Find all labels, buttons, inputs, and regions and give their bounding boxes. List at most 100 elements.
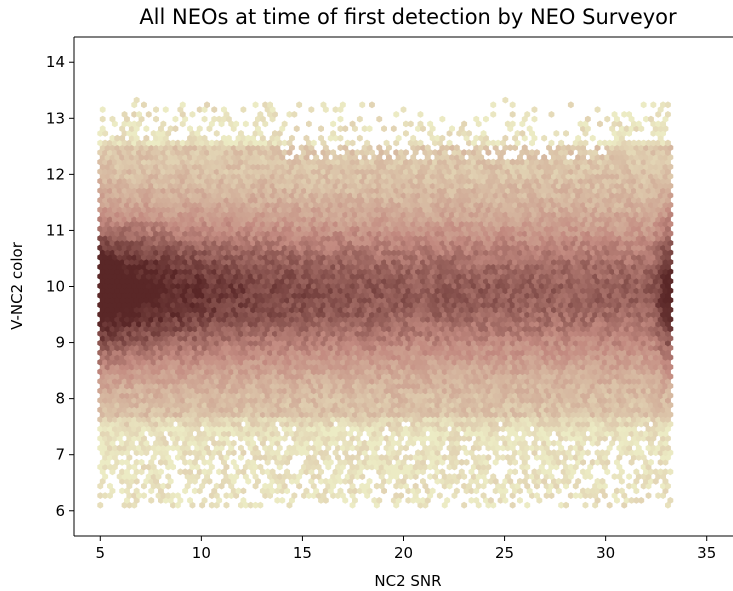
hexbin-cell xyxy=(182,401,189,409)
hexbin-cell xyxy=(272,349,278,357)
hexbin-cell xyxy=(378,406,385,414)
hexbin-cell xyxy=(429,411,436,418)
hexbin-cell xyxy=(660,454,666,461)
hexbin-cell xyxy=(495,377,501,385)
hexbin-cell xyxy=(492,411,499,418)
hexbin-cell xyxy=(555,420,562,428)
hexbin-cell xyxy=(126,444,133,452)
hexbin-cell xyxy=(621,425,628,433)
hexbin-cell xyxy=(335,396,341,404)
hexbin-cell xyxy=(330,396,337,404)
hexbin-cell xyxy=(230,430,237,438)
hexbin-cell xyxy=(628,363,635,371)
hexbin-cell xyxy=(400,411,407,418)
hexbin-cell xyxy=(504,416,511,423)
hexbin-cell xyxy=(555,430,562,438)
hexbin-cell xyxy=(373,349,380,357)
hexbin-cell xyxy=(449,382,455,390)
hexbin-cell xyxy=(601,416,608,423)
hexbin-cell xyxy=(504,396,511,404)
hexbin-cell xyxy=(512,392,518,399)
hexbin-cell xyxy=(238,349,244,357)
hexbin-cell xyxy=(614,363,620,371)
hexbin-cell xyxy=(352,401,358,409)
hexbin-cell xyxy=(643,373,649,380)
hexbin-cell xyxy=(191,363,198,371)
hexbin-cell xyxy=(177,354,184,361)
hexbin-cell xyxy=(667,411,674,418)
hexbin-cell xyxy=(473,497,480,504)
hexbin-cell xyxy=(322,487,329,495)
hexbin-cell xyxy=(614,392,620,399)
hexbin-cell xyxy=(279,477,286,485)
hexbin-cell xyxy=(187,420,193,428)
hexbin-cell xyxy=(507,392,514,399)
hexbin-cell xyxy=(218,482,225,490)
hexbin-cell xyxy=(587,339,594,347)
hexbin-cell xyxy=(364,339,371,347)
hexbin-cell xyxy=(240,382,247,390)
hexbin-cell xyxy=(434,373,441,380)
hexbin-cell xyxy=(160,416,167,423)
hexbin-cell xyxy=(580,468,586,476)
hexbin-cell xyxy=(451,463,458,471)
hexbin-cell xyxy=(584,373,591,380)
hexbin-cell xyxy=(291,492,298,499)
hexbin-cell xyxy=(500,454,506,461)
hexbin-cell xyxy=(429,449,436,457)
hexbin-cell xyxy=(614,420,620,428)
hexbin-cell xyxy=(322,354,329,361)
hexbin-cell xyxy=(521,392,528,399)
hexbin-cell xyxy=(548,454,555,461)
hexbin-cell xyxy=(194,425,201,433)
hexbin-cell xyxy=(560,392,567,399)
hexbin-cell xyxy=(182,449,189,457)
hexbin-cell xyxy=(524,358,531,366)
hexbin-cell xyxy=(310,482,317,490)
hexbin-cell xyxy=(172,411,179,418)
hexbin-cell xyxy=(555,373,562,380)
hexbin-cell xyxy=(267,406,273,414)
hexbin-cell xyxy=(373,339,380,347)
hexbin-cell xyxy=(296,473,303,480)
hexbin-cell xyxy=(133,401,140,409)
hexbin-cell xyxy=(534,482,540,490)
hexbin-cell xyxy=(475,454,482,461)
hexbin-cell xyxy=(369,435,375,442)
hexbin-cell xyxy=(347,468,354,476)
hexbin-cell xyxy=(657,449,664,457)
hexbin-cell xyxy=(475,501,482,509)
hexbin-cell xyxy=(339,368,346,376)
hexbin-cell xyxy=(468,449,475,457)
hexbin-cell xyxy=(614,382,620,390)
hexbin-cell xyxy=(330,406,337,414)
hexbin-cell xyxy=(580,363,586,371)
hexbin-cell xyxy=(308,477,315,485)
hexbin-cell xyxy=(514,396,521,404)
hexbin-cell xyxy=(444,382,451,390)
hexbin-cell xyxy=(99,439,106,447)
hexbin-cell xyxy=(567,377,574,385)
hexbin-cell xyxy=(512,430,518,438)
hexbin-cell xyxy=(456,473,463,480)
hexbin-cell xyxy=(497,497,504,504)
hexbin-cell xyxy=(529,444,535,452)
hexbin-cell xyxy=(497,487,504,495)
hexbin-cell xyxy=(427,444,434,452)
hexbin-cell xyxy=(335,387,341,395)
hexbin-cell xyxy=(313,401,320,409)
hexbin-cell xyxy=(521,430,528,438)
hexbin-cell xyxy=(281,416,288,423)
hexbin-cell xyxy=(570,354,577,361)
hexbin-cell xyxy=(238,454,244,461)
hexbin-cell xyxy=(543,339,550,347)
hexbin-cell xyxy=(269,392,276,399)
hexbin-cell xyxy=(403,387,409,395)
hexbin-cell xyxy=(310,377,317,385)
hexbin-cell xyxy=(322,420,329,428)
hexbin-cell xyxy=(131,435,138,442)
hexbin-cell xyxy=(276,396,283,404)
hexbin-cell xyxy=(662,344,669,352)
hexbin-cell xyxy=(131,416,138,423)
hexbin-cell xyxy=(563,358,569,366)
